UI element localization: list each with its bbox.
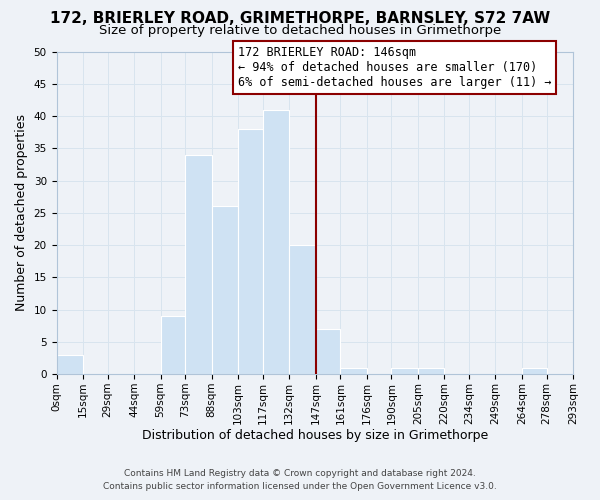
Text: Size of property relative to detached houses in Grimethorpe: Size of property relative to detached ho… (99, 24, 501, 37)
Bar (340, 368, 367, 374)
Bar (212, 206, 238, 374)
Bar (263, 110, 289, 374)
Y-axis label: Number of detached properties: Number of detached properties (15, 114, 28, 312)
Bar (56, 355, 83, 374)
Text: 172 BRIERLEY ROAD: 146sqm
← 94% of detached houses are smaller (170)
6% of semi-: 172 BRIERLEY ROAD: 146sqm ← 94% of detac… (238, 46, 551, 89)
Bar (418, 368, 445, 374)
Bar (522, 368, 547, 374)
Text: Contains HM Land Registry data © Crown copyright and database right 2024.
Contai: Contains HM Land Registry data © Crown c… (103, 469, 497, 491)
Bar (161, 316, 185, 374)
Bar (316, 329, 340, 374)
Text: 172, BRIERLEY ROAD, GRIMETHORPE, BARNSLEY, S72 7AW: 172, BRIERLEY ROAD, GRIMETHORPE, BARNSLE… (50, 11, 550, 26)
Bar (185, 155, 212, 374)
Bar (289, 245, 316, 374)
Bar (238, 129, 263, 374)
X-axis label: Distribution of detached houses by size in Grimethorpe: Distribution of detached houses by size … (142, 430, 488, 442)
Bar (391, 368, 418, 374)
